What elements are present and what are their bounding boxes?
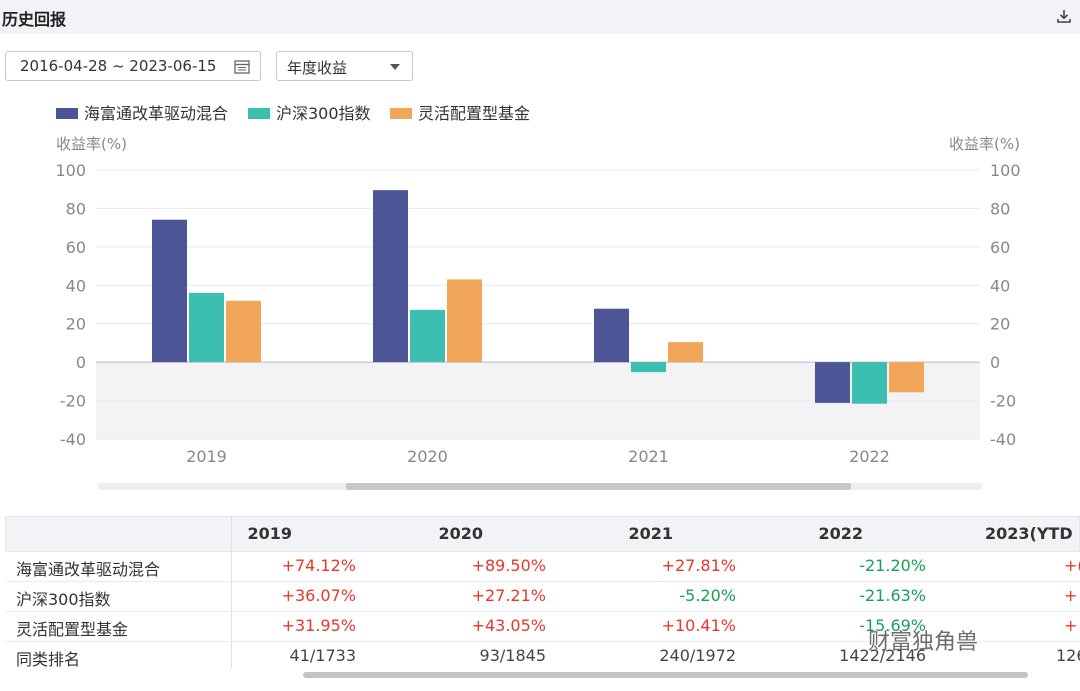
- legend-label: 灵活配置型基金: [418, 104, 530, 123]
- table-cell: 240/1972: [659, 646, 736, 665]
- x-tick-label: 2022: [849, 447, 890, 466]
- x-tick-label: 2020: [407, 447, 448, 466]
- row-label: 同类排名: [16, 650, 81, 669]
- y-tick-label-left: 40: [66, 276, 86, 295]
- y-axis-ticks: 100 100 80 80 60 60 40 40 20 20 0 0 -20 -20 -40 -40: [55, 161, 1020, 449]
- row-label: 海富通改革驱动混合: [16, 560, 161, 579]
- bar-2020-1: [410, 309, 445, 363]
- row-label: 沪深300指数: [16, 590, 111, 609]
- table-cell: +: [1064, 616, 1078, 635]
- y-tick-label-right: 100: [990, 161, 1021, 180]
- table-scrollbar[interactable]: [303, 672, 1028, 678]
- column-header: 2021: [628, 524, 673, 543]
- bar-2019-0: [152, 219, 187, 363]
- table-cell: +43.05%: [471, 616, 546, 635]
- annual-return-chart: 海富通改革驱动混合 沪深300指数 灵活配置型基金 收益率(%) 收益率(%) 20…: [55, 104, 1021, 490]
- table-cell: 93/1845: [479, 646, 546, 665]
- chart-scroll-thumb[interactable]: [346, 483, 851, 490]
- table-cell: +36.07%: [281, 586, 356, 605]
- table-cell: -21.63%: [859, 586, 926, 605]
- y-tick-label-right: 0: [990, 353, 1000, 372]
- bar-2021-0: [594, 308, 629, 363]
- table-cell: +27.81%: [661, 556, 736, 575]
- y-tick-label-left: 20: [66, 315, 86, 334]
- bar-2022-0: [815, 362, 850, 403]
- row-divider: [5, 641, 1080, 642]
- bar-2019-1: [189, 292, 224, 363]
- row-divider: [5, 581, 1080, 582]
- y-tick-label-left: -40: [60, 430, 86, 449]
- y-tick-label-left: 100: [55, 161, 86, 180]
- bar-2020-2: [447, 279, 482, 363]
- y-axis-label-right: 收益率(%): [949, 135, 1020, 153]
- calendar-icon[interactable]: [234, 59, 250, 74]
- chevron-down-icon: [390, 64, 400, 70]
- legend-swatch: [56, 108, 78, 119]
- table-cell: -5.20%: [679, 586, 736, 605]
- y-tick-label-right: -20: [990, 392, 1016, 411]
- chart-legend: 海富通改革驱动混合 沪深300指数 灵活配置型基金: [56, 104, 530, 123]
- table-row: 海富通改革驱动混合 +74.12% +89.50% +27.81% -21.20% +(: [5, 556, 1080, 586]
- bar-2022-1: [852, 362, 887, 404]
- bar-2021-1: [631, 362, 666, 373]
- table-frozen-divider: [231, 516, 232, 668]
- legend-label: 海富通改革驱动混合: [84, 104, 228, 123]
- bar-2020-0: [373, 190, 408, 363]
- table-cell: +74.12%: [281, 556, 356, 575]
- y-tick-label-left: -20: [60, 392, 86, 411]
- row-label: 灵活配置型基金: [16, 620, 129, 639]
- table-cell: +10.41%: [661, 616, 736, 635]
- x-axis-ticks: 2019 2020 2021 2022: [186, 447, 890, 466]
- table-row: 灵活配置型基金 +31.95% +43.05% +10.41% -15.69% +: [5, 611, 1080, 646]
- table-row: 同类排名 41/1733 93/1845 240/1972 1422/2146 1268: [5, 641, 1080, 676]
- table-cell: 1268: [1056, 646, 1080, 665]
- download-icon[interactable]: [1056, 8, 1072, 24]
- table-cell: +: [1064, 586, 1078, 605]
- legend-label: 沪深300指数: [276, 104, 371, 123]
- y-tick-label-right: 40: [990, 276, 1010, 295]
- table-cell: 1422/2146: [839, 646, 926, 665]
- date-range-value: 2016-04-28 ~ 2023-06-15: [20, 57, 217, 75]
- table-cell: 41/1733: [289, 646, 356, 665]
- period-select[interactable]: 年度收益: [276, 51, 413, 81]
- table-cell: -21.20%: [859, 556, 926, 575]
- y-tick-label-left: 80: [66, 199, 86, 218]
- table-cell: -15.69%: [859, 616, 926, 635]
- period-select-value: 年度收益: [287, 59, 348, 77]
- bar-2022-2: [889, 362, 924, 393]
- bar-2021-2: [668, 342, 703, 363]
- legend-swatch: [390, 108, 412, 119]
- column-header: 2023(YTD: [985, 524, 1073, 543]
- row-divider: [5, 611, 1080, 612]
- section-header: 历史回报: [0, 0, 1080, 34]
- column-header: 2020: [438, 524, 483, 543]
- watermark: 财富独角兽: [868, 630, 979, 655]
- table-cell: +31.95%: [281, 616, 356, 635]
- column-header: 2019: [247, 524, 292, 543]
- table-row: 沪深300指数 +36.07% +27.21% -5.20% -21.63% +: [5, 581, 1080, 616]
- legend-swatch: [248, 108, 270, 119]
- table-cell: +27.21%: [471, 586, 546, 605]
- y-tick-label-right: 20: [990, 315, 1010, 334]
- bar-2019-2: [226, 300, 261, 363]
- table-header-row: 2019 2020 2021 2022 2023(YTD: [5, 524, 1080, 548]
- y-tick-label-right: 80: [990, 199, 1010, 218]
- column-header: 2022: [818, 524, 863, 543]
- y-axis-label-left: 收益率(%): [56, 135, 127, 153]
- y-tick-label-right: 60: [990, 238, 1010, 257]
- y-tick-label-left: 0: [76, 353, 86, 372]
- chart-bars: [152, 190, 924, 404]
- table-cell: +(: [1064, 556, 1080, 575]
- table-cell: +89.50%: [471, 556, 546, 575]
- date-range-picker[interactable]: 2016-04-28 ~ 2023-06-15: [5, 51, 261, 81]
- table-header-bg: [5, 516, 1080, 552]
- y-tick-label-left: 60: [66, 238, 86, 257]
- x-tick-label: 2019: [186, 447, 227, 466]
- section-title: 历史回报: [2, 10, 67, 29]
- y-tick-label-right: -40: [990, 430, 1016, 449]
- x-tick-label: 2021: [628, 447, 669, 466]
